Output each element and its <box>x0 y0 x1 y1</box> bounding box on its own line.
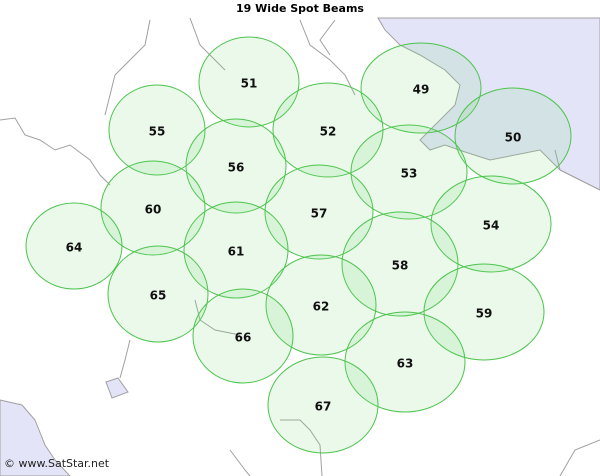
beam <box>344 311 466 413</box>
beam <box>430 175 552 273</box>
beam-label: 64 <box>66 241 83 255</box>
beam <box>423 263 545 361</box>
beam-label: 59 <box>476 307 493 321</box>
map-title: 19 Wide Spot Beams <box>236 2 364 15</box>
beam <box>185 118 287 214</box>
beam-label: 51 <box>241 77 258 91</box>
beam-label: 67 <box>315 400 332 414</box>
beam <box>264 164 374 260</box>
beam <box>454 87 572 185</box>
beam <box>265 254 377 356</box>
borders <box>0 17 600 476</box>
beam-label: 54 <box>483 219 500 233</box>
beam-label: 61 <box>228 245 245 259</box>
beam <box>341 211 459 317</box>
sea <box>0 399 71 476</box>
beam-label: 62 <box>313 300 330 314</box>
beam <box>267 356 379 454</box>
beam-label: 49 <box>413 83 430 97</box>
beam-label: 53 <box>401 167 418 181</box>
beam-label: 56 <box>228 161 245 175</box>
beam-label: 55 <box>149 125 166 139</box>
beam <box>192 288 294 384</box>
beam <box>100 160 206 256</box>
beam-label: 60 <box>145 203 162 217</box>
beam <box>108 84 206 176</box>
beam <box>198 36 300 128</box>
beam <box>107 245 209 343</box>
beam-label: 50 <box>505 131 522 145</box>
beam-label: 66 <box>235 331 252 345</box>
beam-label: 58 <box>392 259 409 273</box>
beam-label: 57 <box>311 207 328 221</box>
footer: © www.SatStar.net <box>4 457 110 470</box>
lake <box>105 377 129 399</box>
beam <box>360 42 482 134</box>
beam <box>350 124 468 220</box>
beam <box>183 201 289 299</box>
beam-label: 52 <box>320 125 337 139</box>
beam-label: 65 <box>150 289 167 303</box>
beam-label: 63 <box>397 357 414 371</box>
beam <box>25 202 123 290</box>
beams: 51 49 55 52 50 56 53 60 57 54 64 61 58 65 62 59 66 63 67 <box>25 36 572 454</box>
